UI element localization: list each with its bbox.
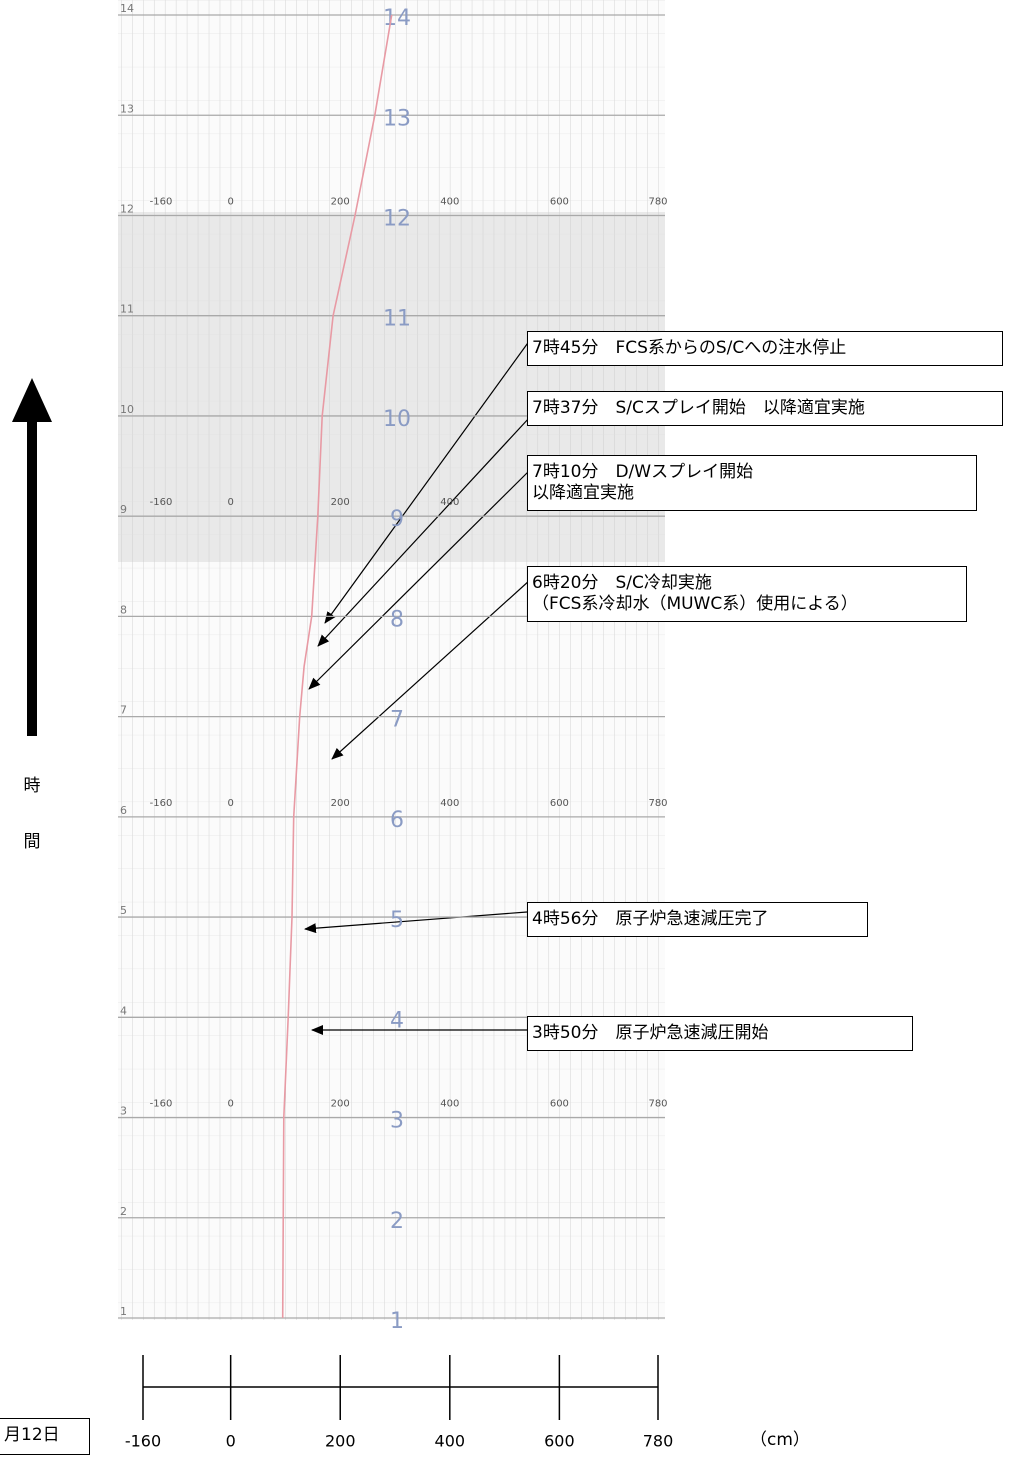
x-tick-label: 780	[643, 1432, 674, 1451]
annotation: 7時10分 D/Wスプレイ開始以降適宜実施	[527, 455, 977, 511]
paper-scale-label: 780	[648, 196, 667, 207]
y-tick-label: 5	[120, 904, 127, 917]
annotation-text: 以降適宜実施	[532, 483, 972, 504]
x-tick-label: 400	[435, 1432, 466, 1451]
paper-scale-label: 400	[440, 497, 459, 508]
time-arrow	[12, 378, 52, 736]
paper-scale-label: -160	[150, 196, 173, 207]
x-tick-label: -160	[125, 1432, 161, 1451]
paper-scale-label: 200	[331, 798, 350, 809]
y-tick-label: 11	[120, 303, 134, 316]
x-axis-unit: （cm）	[750, 1430, 810, 1450]
y-tick-label: 4	[120, 1004, 127, 1017]
annotation-text: 3時50分 原子炉急速減圧開始	[532, 1023, 908, 1044]
paper-hour-label: 1	[390, 1309, 404, 1334]
annotation: 7時37分 S/Cスプレイ開始 以降適宜実施	[527, 391, 1003, 426]
paper-hour-label: 6	[390, 808, 404, 833]
annotation: 4時56分 原子炉急速減圧完了	[527, 902, 868, 937]
paper-scale-label: -160	[150, 497, 173, 508]
page: 時 間 （cm） 112233-1600200400600780445566-1…	[0, 0, 1009, 1461]
annotation-text: （FCS系冷却水（MUWC系）使用による）	[532, 594, 962, 615]
paper-hour-label: 3	[390, 1109, 404, 1134]
paper-scale-label: -160	[150, 1099, 173, 1110]
paper-scale-label: 400	[440, 1099, 459, 1110]
paper-scale-label: 600	[550, 1099, 569, 1110]
y-tick-label: 9	[120, 503, 127, 516]
paper-scale-label: 780	[648, 1099, 667, 1110]
paper-scale-label: 400	[440, 196, 459, 207]
arrow-head	[12, 378, 52, 422]
x-tick-label: 0	[226, 1432, 236, 1451]
paper-hour-label: 9	[390, 507, 404, 532]
paper-scale-label: -160	[150, 798, 173, 809]
annotation-text: 7時10分 D/Wスプレイ開始	[532, 462, 972, 483]
y-tick-label: 14	[120, 2, 134, 15]
paper-hour-label: 11	[383, 307, 411, 332]
y-axis-label: 時	[24, 776, 41, 796]
y-tick-label: 8	[120, 603, 127, 616]
paper-scale-label: 400	[440, 798, 459, 809]
arrow-shaft	[27, 418, 37, 736]
annotation-text: 7時45分 FCS系からのS/Cへの注水停止	[532, 338, 998, 359]
annotation: 3時50分 原子炉急速減圧開始	[527, 1016, 913, 1051]
paper-hour-label: 14	[383, 6, 411, 31]
annotation-text: 7時37分 S/Cスプレイ開始 以降適宜実施	[532, 398, 998, 419]
paper-hour-label: 8	[390, 607, 404, 632]
paper-hour-label: 12	[383, 206, 411, 231]
y-tick-label: 2	[120, 1205, 127, 1218]
paper-hour-label: 4	[390, 1008, 404, 1033]
paper-scale-label: 0	[227, 798, 233, 809]
y-tick-label: 12	[120, 202, 134, 215]
annotation: 6時20分 S/C冷却実施（FCS系冷却水（MUWC系）使用による）	[527, 566, 967, 622]
paper-hour-label: 5	[390, 908, 404, 933]
y-axis-label: 間	[24, 832, 41, 852]
y-tick-label: 7	[120, 704, 127, 717]
x-tick-label: 600	[544, 1432, 575, 1451]
y-tick-label: 10	[120, 403, 134, 416]
paper-scale-label: 600	[550, 798, 569, 809]
annotation: 7時45分 FCS系からのS/Cへの注水停止	[527, 331, 1003, 366]
paper-scale-label: 780	[648, 798, 667, 809]
date-label: 月12日	[0, 1418, 90, 1455]
paper-hour-label: 10	[383, 407, 411, 432]
y-tick-label: 1	[120, 1305, 127, 1318]
paper-scale-label: 0	[227, 1099, 233, 1110]
chart: 時 間 （cm） 112233-1600200400600780445566-1…	[0, 0, 1009, 1461]
paper-scale-label: 0	[227, 196, 233, 207]
paper-scale-label: 0	[227, 497, 233, 508]
paper-scale-label: 200	[331, 497, 350, 508]
y-tick-label: 6	[120, 804, 127, 817]
annotation-text: 6時20分 S/C冷却実施	[532, 573, 962, 594]
annotation-text: 4時56分 原子炉急速減圧完了	[532, 909, 863, 930]
paper-scale-label: 200	[331, 196, 350, 207]
y-tick-label: 13	[120, 102, 134, 115]
paper-hour-label: 2	[390, 1209, 404, 1234]
paper-hour-label: 7	[390, 708, 404, 733]
paper-hour-label: 13	[383, 106, 411, 131]
x-tick-label: 200	[325, 1432, 356, 1451]
paper-scale-label: 600	[550, 196, 569, 207]
paper-scale-label: 200	[331, 1099, 350, 1110]
y-tick-label: 3	[120, 1105, 127, 1118]
